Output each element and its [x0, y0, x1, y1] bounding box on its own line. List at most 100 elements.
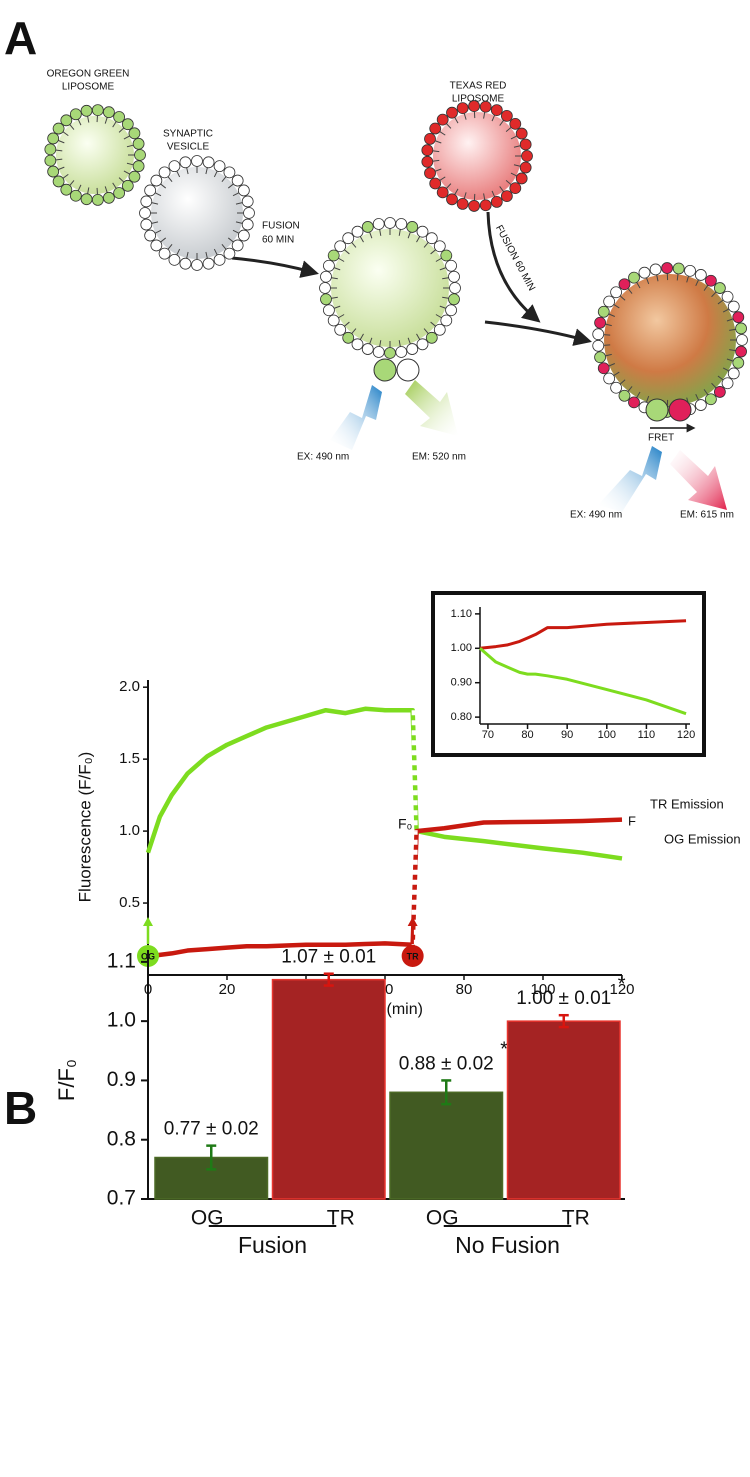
lipid-head	[672, 262, 685, 275]
lipid-tail	[77, 184, 82, 192]
dye	[396, 358, 420, 382]
lipid-head	[713, 386, 726, 398]
arrow	[484, 320, 592, 346]
lipid-tail	[359, 333, 364, 341]
x-tick-label: 120	[677, 729, 695, 741]
x-tick-label: 80	[456, 981, 473, 998]
lipid-tail	[227, 183, 235, 189]
lipid-head	[597, 305, 610, 318]
lipid-tail	[337, 257, 345, 262]
lipid-tail	[186, 167, 189, 175]
lipid-head	[47, 165, 60, 178]
lipid-head	[395, 218, 408, 230]
label: VESICLE	[167, 142, 210, 153]
lipid-tail	[695, 279, 700, 287]
lipid-head	[132, 160, 145, 173]
lipid-head	[509, 117, 522, 130]
lipid-head	[521, 150, 533, 162]
lipid-tail	[423, 241, 429, 248]
marker-arrowhead	[407, 917, 418, 926]
label: EM: 520 nm	[412, 452, 466, 463]
lipid-tail	[513, 164, 521, 167]
label: 60 MIN	[262, 235, 294, 246]
lipid-head	[323, 304, 335, 317]
lipid-head	[684, 264, 696, 277]
lipid-tail	[603, 334, 611, 336]
lipid-head	[191, 155, 203, 167]
lipid-tail	[57, 166, 65, 171]
lipid-head	[91, 194, 104, 206]
lipid-head	[425, 232, 438, 245]
lipid-head	[351, 338, 364, 351]
label: FRET	[648, 433, 674, 444]
annotation: F₀	[398, 816, 413, 832]
lipid-head	[661, 262, 674, 274]
lipid-tail	[645, 395, 650, 403]
lipid-head	[60, 183, 73, 196]
emission-arrow	[405, 380, 458, 436]
marker-arrowhead	[143, 917, 153, 926]
lipid-tail	[369, 231, 373, 239]
lipid-head	[384, 217, 396, 229]
label: OREGON GREEN	[47, 69, 130, 80]
lipid-tail	[676, 273, 679, 281]
lipid-head	[713, 282, 726, 294]
lipid-head	[519, 161, 532, 174]
lipid-tail	[703, 284, 709, 291]
lipid-tail	[123, 170, 131, 175]
lipid-head	[603, 295, 616, 308]
lipid-head	[134, 149, 146, 161]
label: EM: 615 nm	[680, 510, 734, 521]
lipid-head	[732, 356, 745, 369]
lipid-head	[128, 127, 141, 140]
lipid-head	[468, 200, 480, 212]
lipid-head	[121, 179, 134, 192]
lipid-head	[144, 184, 157, 197]
lipid-head	[168, 253, 181, 266]
lipid-tail	[608, 363, 615, 367]
lipid-tail	[407, 231, 411, 239]
y-tick-label: 2.0	[119, 678, 140, 695]
lipid-tail	[439, 176, 446, 182]
x-tick-label: TR	[562, 1207, 590, 1230]
lipid-head	[705, 274, 717, 287]
lipid-head	[694, 269, 707, 281]
y-tick-label: 1.5	[119, 750, 140, 767]
lipid-head	[638, 266, 651, 279]
liposome	[151, 167, 243, 259]
lipid-tail	[359, 235, 364, 243]
lipid-tail	[213, 248, 218, 256]
lipid-head	[406, 221, 419, 233]
lipid-tail	[439, 130, 446, 136]
lipid-tail	[112, 182, 117, 190]
liposome	[56, 116, 134, 194]
lipid-tail	[717, 375, 724, 381]
lipid-tail	[57, 139, 65, 144]
lipid-head	[241, 195, 254, 208]
lipid-head	[80, 104, 93, 117]
lipid-head	[128, 170, 141, 183]
lipid-head	[320, 270, 332, 283]
lipid-head	[52, 175, 65, 188]
lipid-head	[342, 331, 355, 344]
y-tick-label: 0.5	[119, 894, 140, 911]
series-line	[479, 647, 687, 716]
lipid-head	[468, 100, 480, 112]
lipid-head	[592, 328, 605, 341]
lipid-head	[479, 199, 492, 212]
lipid-tail	[722, 308, 730, 313]
label: FUSION 60 MIN	[493, 223, 537, 292]
lipid-tail	[435, 314, 443, 319]
lipid-tail	[619, 295, 626, 301]
y-tick-label: 0.90	[451, 677, 472, 689]
y-tick-label: 1.0	[107, 1009, 136, 1032]
lipid-tail	[430, 321, 437, 327]
liposome	[433, 112, 521, 200]
lipid-tail	[722, 367, 730, 372]
y-tick-label: 1.10	[451, 608, 472, 620]
lipid-tail	[439, 305, 447, 309]
lipid-tail	[627, 287, 633, 294]
annotation: F	[628, 813, 636, 828]
lipid-head	[372, 218, 385, 230]
lipid-head	[191, 259, 203, 271]
